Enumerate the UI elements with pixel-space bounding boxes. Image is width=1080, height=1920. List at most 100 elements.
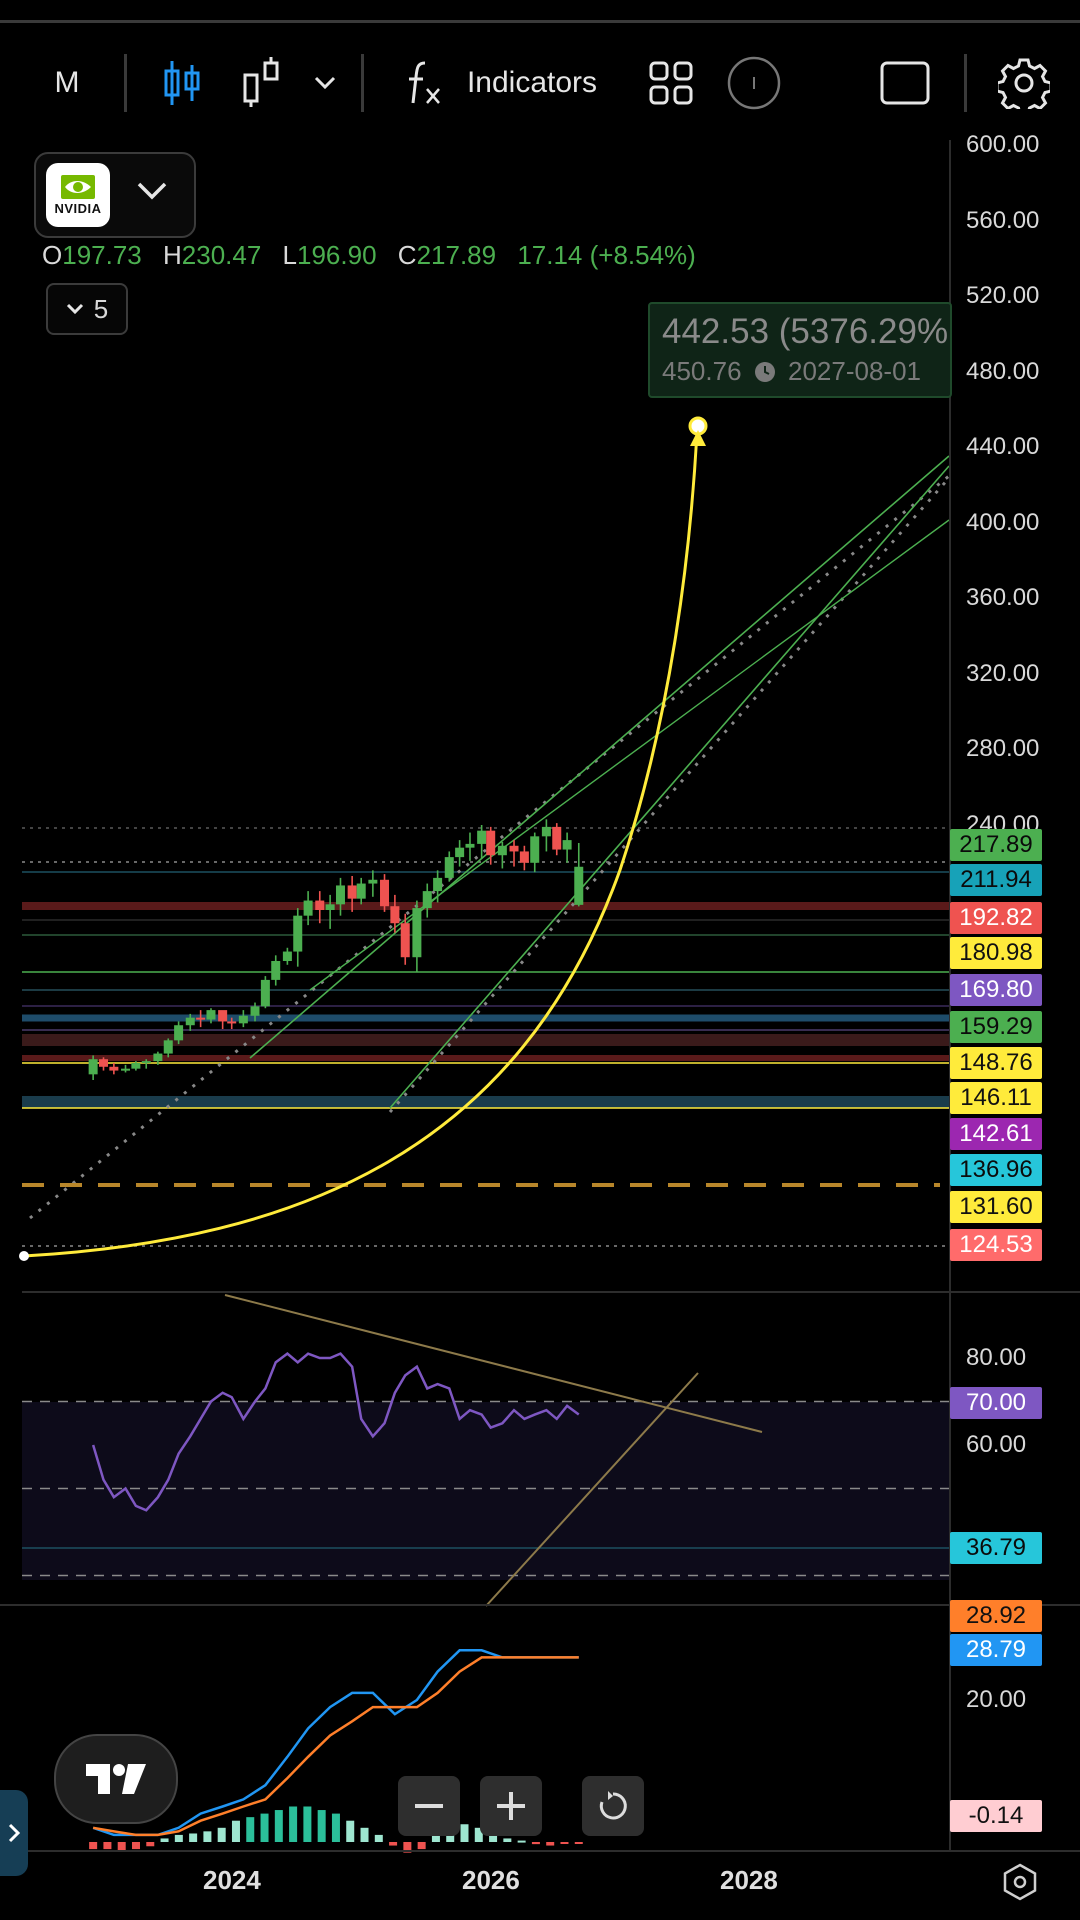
- rsi-line[interactable]: [91, 1352, 580, 1512]
- green-channel-line[interactable]: [309, 519, 950, 991]
- price-level-tag[interactable]: 131.60: [950, 1191, 1042, 1223]
- chevron-down-icon[interactable]: [310, 40, 340, 126]
- candle-body[interactable]: [153, 1053, 163, 1062]
- candle-body[interactable]: [412, 908, 422, 958]
- candle-body[interactable]: [455, 847, 465, 858]
- candle-body[interactable]: [335, 885, 345, 905]
- candle-body[interactable]: [552, 826, 562, 850]
- candle-body[interactable]: [541, 826, 551, 837]
- candle-body[interactable]: [99, 1059, 108, 1067]
- macd-histogram-bar: [374, 1834, 383, 1842]
- candle-body[interactable]: [227, 1021, 237, 1024]
- price-level-tag[interactable]: 211.94: [950, 864, 1042, 896]
- candle-body[interactable]: [368, 879, 378, 884]
- candle-body[interactable]: [477, 830, 487, 844]
- candle-body[interactable]: [271, 961, 281, 980]
- candle-body[interactable]: [282, 951, 292, 961]
- gear-icon[interactable]: [996, 40, 1052, 126]
- candle-body[interactable]: [509, 845, 519, 852]
- candle-body[interactable]: [109, 1066, 119, 1071]
- price-level-tag[interactable]: 192.82: [950, 902, 1042, 934]
- candle-body[interactable]: [315, 900, 325, 910]
- candle-body[interactable]: [562, 840, 572, 850]
- interval-button[interactable]: M: [54, 66, 80, 99]
- indicator-value-tag[interactable]: 36.79: [950, 1532, 1042, 1564]
- price-level-tag[interactable]: 124.53: [950, 1229, 1042, 1261]
- zoom-in-button[interactable]: [480, 1776, 542, 1836]
- indicator-value-tag[interactable]: -0.14: [950, 1800, 1042, 1832]
- candle-body[interactable]: [121, 1068, 131, 1071]
- candle-body[interactable]: [497, 845, 507, 856]
- candle-body[interactable]: [465, 843, 475, 848]
- dotted-trend-line[interactable]: [388, 477, 951, 1113]
- indicator-value-tag[interactable]: 28.92: [950, 1600, 1042, 1632]
- candle-body[interactable]: [163, 1040, 173, 1054]
- candle-body[interactable]: [141, 1061, 151, 1064]
- pane-divider: [0, 1604, 1080, 1606]
- projection-callout[interactable]: 442.53 (5376.29% 450.76 2027-08-01: [648, 302, 952, 398]
- curve-start-point[interactable]: [19, 1251, 29, 1261]
- candle-body[interactable]: [174, 1025, 184, 1041]
- projection-end-point[interactable]: [688, 416, 708, 436]
- candle-body[interactable]: [293, 915, 303, 952]
- tradingview-logo-button[interactable]: [54, 1734, 178, 1824]
- indicators-collapse-toggle[interactable]: 5: [46, 283, 128, 335]
- candle-body[interactable]: [131, 1063, 141, 1069]
- price-level-tag[interactable]: 180.98: [950, 937, 1042, 969]
- candle-body[interactable]: [88, 1059, 98, 1075]
- price-level-tag[interactable]: 169.80: [950, 974, 1042, 1006]
- candle-body[interactable]: [347, 885, 357, 899]
- candle-body[interactable]: [380, 879, 390, 907]
- candle-body[interactable]: [444, 857, 454, 878]
- layout-grid-icon[interactable]: [648, 40, 694, 126]
- fullscreen-rect-icon[interactable]: [878, 40, 932, 126]
- price-level-tag[interactable]: 146.11: [950, 1082, 1042, 1114]
- candle-body[interactable]: [303, 900, 313, 916]
- price-level-tag[interactable]: 217.89: [950, 829, 1042, 861]
- price-level-tag[interactable]: 142.61: [950, 1118, 1042, 1150]
- candle-body[interactable]: [250, 1006, 260, 1016]
- symbol-selector[interactable]: NVIDIA: [34, 152, 196, 238]
- price-level-tag[interactable]: 136.96: [950, 1154, 1042, 1186]
- candles-chart-type-icon[interactable]: [156, 40, 208, 126]
- candle-body[interactable]: [325, 904, 335, 910]
- price-level-tag[interactable]: 148.76: [950, 1047, 1042, 1079]
- rsi-trend-line[interactable]: [485, 1372, 699, 1607]
- candle-body[interactable]: [206, 1010, 216, 1020]
- candle-body[interactable]: [390, 906, 400, 924]
- candle-body[interactable]: [519, 851, 529, 863]
- expand-panel-tab[interactable]: [0, 1790, 28, 1876]
- bars-chart-type-icon[interactable]: [236, 40, 286, 126]
- green-channel-line[interactable]: [249, 455, 950, 1059]
- candle-body[interactable]: [422, 891, 432, 909]
- candle-body[interactable]: [218, 1010, 228, 1022]
- indicators-button[interactable]: Indicators: [466, 66, 598, 99]
- parabolic-projection-curve[interactable]: [23, 431, 699, 1258]
- candle-body[interactable]: [400, 923, 410, 958]
- price-level-tag[interactable]: 159.29: [950, 1011, 1042, 1043]
- green-channel-line[interactable]: [389, 465, 950, 1109]
- chevron-down-icon[interactable]: [136, 180, 168, 207]
- dotted-trend-line[interactable]: [29, 474, 950, 1220]
- hexagon-settings-icon[interactable]: [1000, 1862, 1040, 1907]
- candle-body[interactable]: [530, 836, 540, 863]
- candle-body[interactable]: [356, 883, 366, 899]
- zoom-out-button[interactable]: [398, 1776, 460, 1836]
- candle-body[interactable]: [238, 1015, 248, 1024]
- candle-body[interactable]: [433, 877, 443, 892]
- rsi-trend-line[interactable]: [224, 1294, 763, 1433]
- reset-chart-button[interactable]: [582, 1776, 644, 1836]
- candle-body[interactable]: [574, 866, 584, 905]
- indicator-value-tag[interactable]: 28.79: [950, 1634, 1042, 1666]
- candle-body[interactable]: [486, 830, 496, 856]
- alert-circle-icon[interactable]: [726, 40, 782, 126]
- function-fx-icon[interactable]: [400, 40, 446, 126]
- candle-body[interactable]: [196, 1017, 206, 1020]
- candle-body[interactable]: [185, 1017, 195, 1026]
- macd-histogram-bar: [503, 1838, 512, 1842]
- candle-body[interactable]: [260, 979, 270, 1007]
- indicator-value-tag[interactable]: 70.00: [950, 1387, 1042, 1419]
